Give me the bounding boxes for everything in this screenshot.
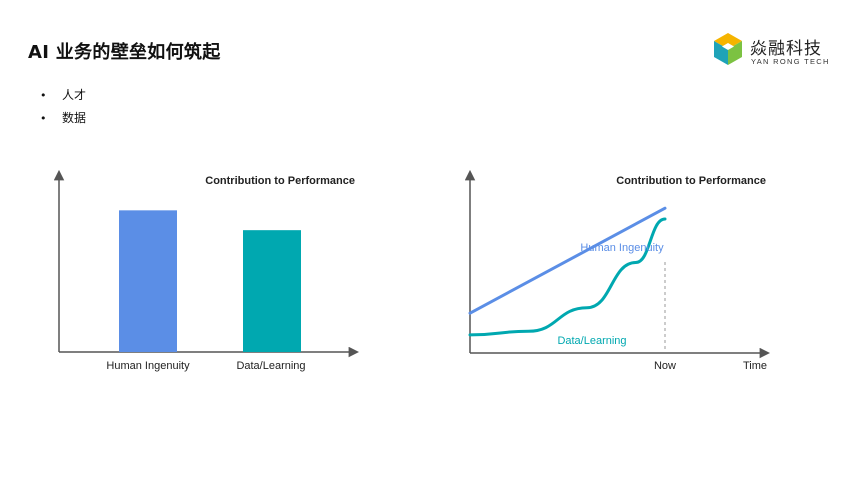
bar-chart: Contribution to Performance Human Ingenu… [53,169,360,372]
bullet-item: • 人才 [40,86,86,109]
x-tick-label-now: Now [654,360,676,372]
series-label-human-ingenuity: Human Ingenuity [580,242,664,254]
bullet-list: • 人才 • 数据 [40,86,86,132]
logo-name: 焱融科技 [750,39,822,59]
bar-chart-title: Contribution to Performance [205,175,355,187]
bullet-text: 人才 [62,88,87,102]
slide-title: AI 业务的壁垒如何筑起 [28,42,221,63]
company-logo: 焱融科技 YAN RONG TECH [708,30,838,74]
bullet-text: 数据 [62,111,87,125]
cube-hexagon-logo-icon [714,33,742,65]
bar-data-learning [243,230,301,352]
line-series-human-ingenuity [468,206,667,315]
bar-human-ingenuity [119,210,177,352]
bullet-dot-icon: • [40,89,47,102]
line-chart-title: Contribution to Performance [616,175,766,187]
bar-tick-label: Human Ingenuity [106,360,190,372]
logo-subtitle: YAN RONG TECH [751,57,830,66]
x-tick-label-time: Time [743,360,767,372]
bar-tick-label: Data/Learning [236,360,305,372]
bullet-dot-icon: • [40,112,47,125]
series-label-data-learning: Data/Learning [557,335,626,347]
line-series-data-learning [468,217,667,337]
bullet-item: • 数据 [40,109,86,132]
line-chart: Contribution to Performance Human Ingenu… [464,169,771,372]
